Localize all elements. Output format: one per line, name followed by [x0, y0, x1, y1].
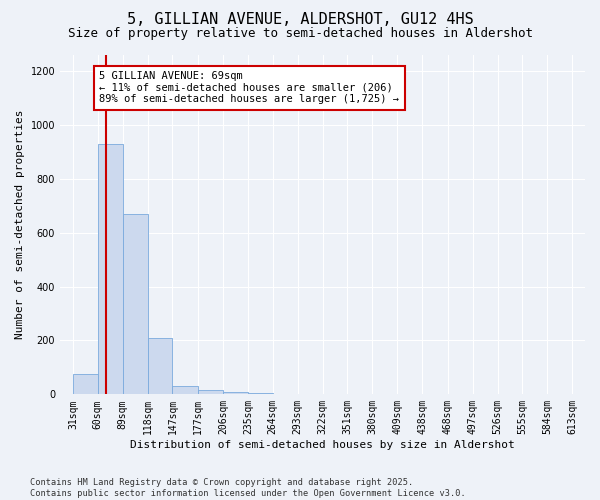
Bar — [73, 374, 98, 394]
Bar — [198, 390, 223, 394]
Text: Size of property relative to semi-detached houses in Aldershot: Size of property relative to semi-detach… — [67, 28, 533, 40]
Text: 5 GILLIAN AVENUE: 69sqm
← 11% of semi-detached houses are smaller (206)
89% of s: 5 GILLIAN AVENUE: 69sqm ← 11% of semi-de… — [100, 71, 400, 104]
X-axis label: Distribution of semi-detached houses by size in Aldershot: Distribution of semi-detached houses by … — [130, 440, 515, 450]
Bar — [148, 338, 172, 394]
Text: 5, GILLIAN AVENUE, ALDERSHOT, GU12 4HS: 5, GILLIAN AVENUE, ALDERSHOT, GU12 4HS — [127, 12, 473, 28]
Bar — [172, 386, 198, 394]
Bar — [223, 392, 248, 394]
Bar — [98, 144, 122, 395]
Y-axis label: Number of semi-detached properties: Number of semi-detached properties — [15, 110, 25, 340]
Text: Contains HM Land Registry data © Crown copyright and database right 2025.
Contai: Contains HM Land Registry data © Crown c… — [30, 478, 466, 498]
Bar — [122, 214, 148, 394]
